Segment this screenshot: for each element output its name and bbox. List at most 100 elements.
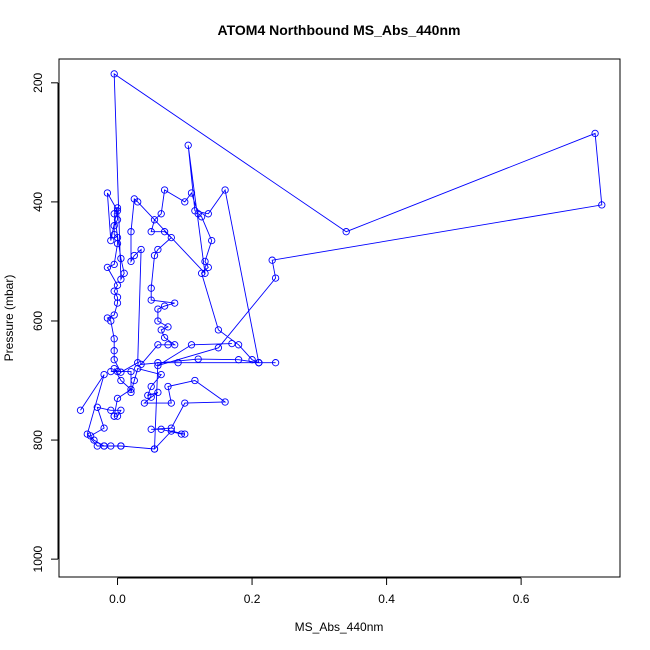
data-point [107,406,115,414]
data-point [110,356,118,364]
data-point [90,436,98,444]
data-point [234,356,243,364]
data-point [154,388,162,397]
plot-area [58,58,621,578]
data-point [110,335,118,343]
data-point [154,305,162,313]
data-point [184,141,192,149]
data-point [157,425,165,433]
data-point [147,228,155,236]
y-tick-label: 1000 [31,545,45,572]
data-point [177,430,186,438]
series-layer [76,70,606,453]
data-point [100,424,108,432]
data-point [110,311,118,319]
data-point [127,388,135,397]
data-point [110,347,118,355]
data-point [255,359,263,367]
data-point [134,359,142,367]
x-axis: 0.0 0.2 0.4 0.6 [109,577,530,606]
data-point [208,236,216,245]
data-point [117,254,125,263]
data-point [268,256,276,264]
data-point [181,430,189,438]
data-point [100,442,108,450]
data-point [100,370,108,379]
data-point [154,317,162,325]
data-point [110,260,118,269]
data-point [130,376,138,385]
data-point [181,399,189,407]
x-tick-label: 0.2 [244,592,261,606]
x-tick-label: 0.4 [378,592,395,606]
data-point [204,210,212,218]
data-point [591,129,599,138]
data-point [221,186,229,194]
data-point [167,427,175,435]
y-tick-label: 200 [31,72,45,92]
data-point [137,245,145,254]
data-point [113,299,122,307]
data-point [167,399,175,407]
data-point [147,284,155,292]
data-point [127,228,135,236]
data-point [157,370,165,379]
data-point [187,189,196,197]
data-point [197,213,206,221]
data-point [103,314,112,322]
y-axis-label: Pressure (mbar) [2,275,16,362]
plot-frame [58,58,621,578]
data-point [113,281,122,289]
data-point [113,412,122,420]
data-point [157,210,165,218]
data-point [171,299,179,307]
data-point [214,344,223,352]
data-point [127,367,135,376]
data-point [110,364,118,373]
data-point [110,230,118,239]
data-point [160,186,169,194]
data-point [110,210,118,218]
data-point [147,296,155,304]
data-point [150,216,159,224]
data-point [144,391,152,400]
data-point [271,274,280,282]
series-line [80,73,603,450]
data-point [248,356,256,364]
data-point [181,198,189,206]
data-point [137,360,145,369]
data-point [167,233,175,242]
data-point [140,399,149,407]
y-tick-label: 400 [31,192,45,212]
data-point [113,216,122,224]
data-point [147,393,155,401]
x-tick-label: 0.0 [109,592,126,606]
data-point [117,442,125,450]
y-tick-label: 600 [31,311,45,331]
data-point [117,376,125,385]
data-point [160,333,169,342]
data-point [107,236,115,245]
data-point [150,251,159,260]
data-point [160,228,169,236]
data-point [160,302,169,310]
data-point [130,251,138,260]
data-point [110,222,118,230]
chart-title: ATOM4 Northbound MS_Abs_440nm [218,22,461,38]
data-point [154,359,162,367]
data-point [154,245,162,254]
data-point [271,359,280,367]
data-point [110,412,118,420]
data-point [113,204,122,212]
data-point [164,323,172,331]
data-point [117,275,125,283]
data-point [150,445,159,453]
data-point [103,189,112,197]
data-point [120,269,128,277]
data-point [127,385,135,394]
data-point [204,263,212,272]
data-point [127,257,135,266]
data-point [234,341,243,349]
